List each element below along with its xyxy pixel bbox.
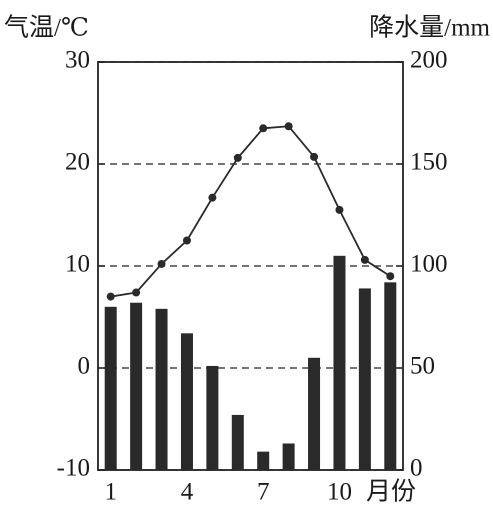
y-tick-label: 20 xyxy=(65,149,90,176)
y2-tick-label: 100 xyxy=(410,251,448,278)
bar xyxy=(155,308,168,470)
line xyxy=(110,125,391,298)
bar xyxy=(231,414,244,470)
bar xyxy=(358,288,371,470)
y2-tick-label: 200 xyxy=(410,47,448,74)
y-tick-label: 10 xyxy=(65,251,90,278)
x-axis-title: 月份 xyxy=(366,478,416,506)
point xyxy=(386,272,395,281)
y-tick-label: -10 xyxy=(57,455,90,482)
point xyxy=(310,152,319,161)
bar xyxy=(308,357,321,470)
point xyxy=(132,288,141,297)
bar xyxy=(180,333,193,470)
y-tick-label: 30 xyxy=(65,47,90,74)
y2-tick-label: 150 xyxy=(410,149,448,176)
bar xyxy=(104,306,117,470)
bar xyxy=(282,443,295,470)
x-tick-label: 4 xyxy=(181,479,194,506)
point xyxy=(182,236,191,245)
plot-frame xyxy=(97,61,404,471)
point xyxy=(259,124,268,133)
point xyxy=(106,292,115,301)
x-tick-label: 1 xyxy=(104,479,117,506)
bar xyxy=(257,451,270,470)
x-tick-label: 10 xyxy=(327,479,352,506)
y2-tick-label: 50 xyxy=(410,353,435,380)
point xyxy=(208,193,217,202)
y2-tick-label: 0 xyxy=(410,455,423,482)
point xyxy=(335,205,344,214)
y2-axis-title: 降水量/mm xyxy=(369,14,490,42)
bar xyxy=(384,282,397,470)
bar xyxy=(130,302,143,470)
x-tick-label: 7 xyxy=(257,479,270,506)
point xyxy=(233,153,242,162)
point xyxy=(157,259,166,268)
bar xyxy=(333,255,346,470)
point xyxy=(360,255,369,264)
y-axis-title: 气温/℃ xyxy=(4,14,89,42)
bar xyxy=(206,365,219,470)
point xyxy=(284,122,293,131)
y-tick-label: 0 xyxy=(78,353,91,380)
